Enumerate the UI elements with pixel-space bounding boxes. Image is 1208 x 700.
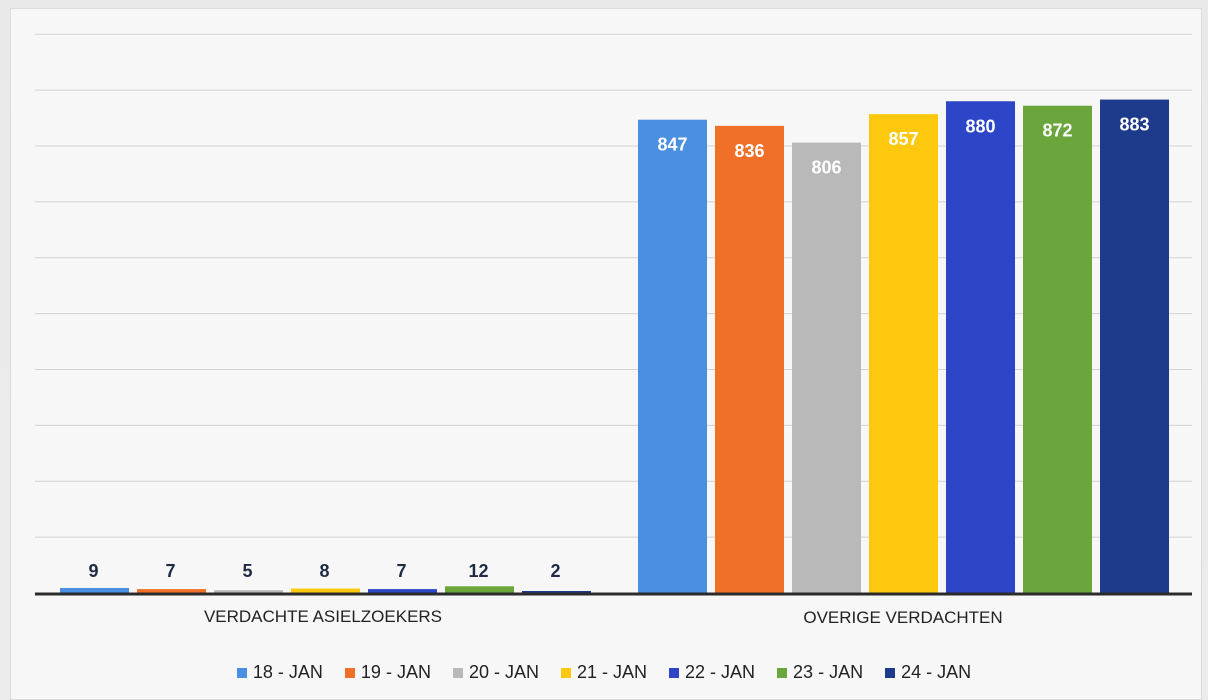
bar-24-jan-1	[1100, 99, 1169, 594]
legend-swatch	[777, 667, 788, 678]
data-label: 883	[1119, 115, 1149, 135]
data-label: 880	[965, 116, 995, 136]
data-label: 7	[165, 561, 175, 581]
bar-24-jan-0	[522, 591, 591, 593]
legend-swatch	[452, 667, 463, 678]
legend-label: 24 - JAN	[901, 662, 972, 682]
bar-19-jan-0	[137, 589, 206, 593]
data-label: 7	[396, 561, 406, 581]
legend-label: 19 - JAN	[360, 662, 431, 682]
legend-swatch	[885, 667, 896, 678]
bar-20-jan-1	[792, 142, 861, 594]
legend-item: 24 - JAN	[885, 662, 971, 683]
data-label: 806	[811, 158, 841, 178]
bar-20-jan-0	[214, 590, 283, 593]
legend-item: 20 - JAN	[452, 662, 539, 683]
data-label: 836	[734, 141, 764, 161]
bar-21-jan-0	[291, 588, 360, 593]
legend-swatch	[669, 667, 680, 678]
legend-swatch	[344, 667, 355, 678]
bar-21-jan-1	[869, 114, 938, 593]
legend-item: 22 - JAN	[669, 662, 755, 683]
legend-label: 20 - JAN	[468, 662, 539, 682]
data-label: 12	[468, 561, 488, 581]
legend-swatch	[560, 667, 571, 678]
data-label: 8	[319, 561, 329, 581]
category-label: OVERIGE VERDACHTEN	[803, 608, 1002, 627]
legend-label: 22 - JAN	[685, 662, 756, 682]
legend-label: 18 - JAN	[252, 662, 323, 682]
data-label: 847	[657, 135, 687, 155]
bar-18-jan-1	[638, 119, 707, 593]
bar-23-jan-1	[1023, 105, 1092, 593]
legend-item: 18 - JAN	[236, 662, 323, 683]
legend-item: 23 - JAN	[777, 662, 863, 683]
legend-swatch	[236, 667, 247, 678]
bar-22-jan-0	[368, 589, 437, 593]
data-label: 857	[888, 129, 918, 149]
legend-label: 23 - JAN	[793, 662, 864, 682]
data-label: 5	[242, 561, 252, 581]
bar-22-jan-1	[946, 101, 1015, 594]
bar-18-jan-0	[60, 587, 129, 593]
legend-item: 21 - JAN	[560, 662, 648, 683]
bar-19-jan-1	[715, 125, 784, 593]
data-label: 9	[88, 561, 98, 581]
legend-item: 19 - JAN	[344, 662, 431, 683]
category-label: VERDACHTE ASIELZOEKERS	[204, 607, 442, 626]
data-label: 2	[550, 561, 560, 581]
chart-legend: 18 - JAN 19 - JAN 20 - JAN 21 - JAN 22 - JAN…	[0, 662, 1208, 683]
legend-label: 21 - JAN	[576, 662, 648, 682]
bar-23-jan-0	[445, 586, 514, 593]
data-label: 872	[1042, 121, 1072, 141]
